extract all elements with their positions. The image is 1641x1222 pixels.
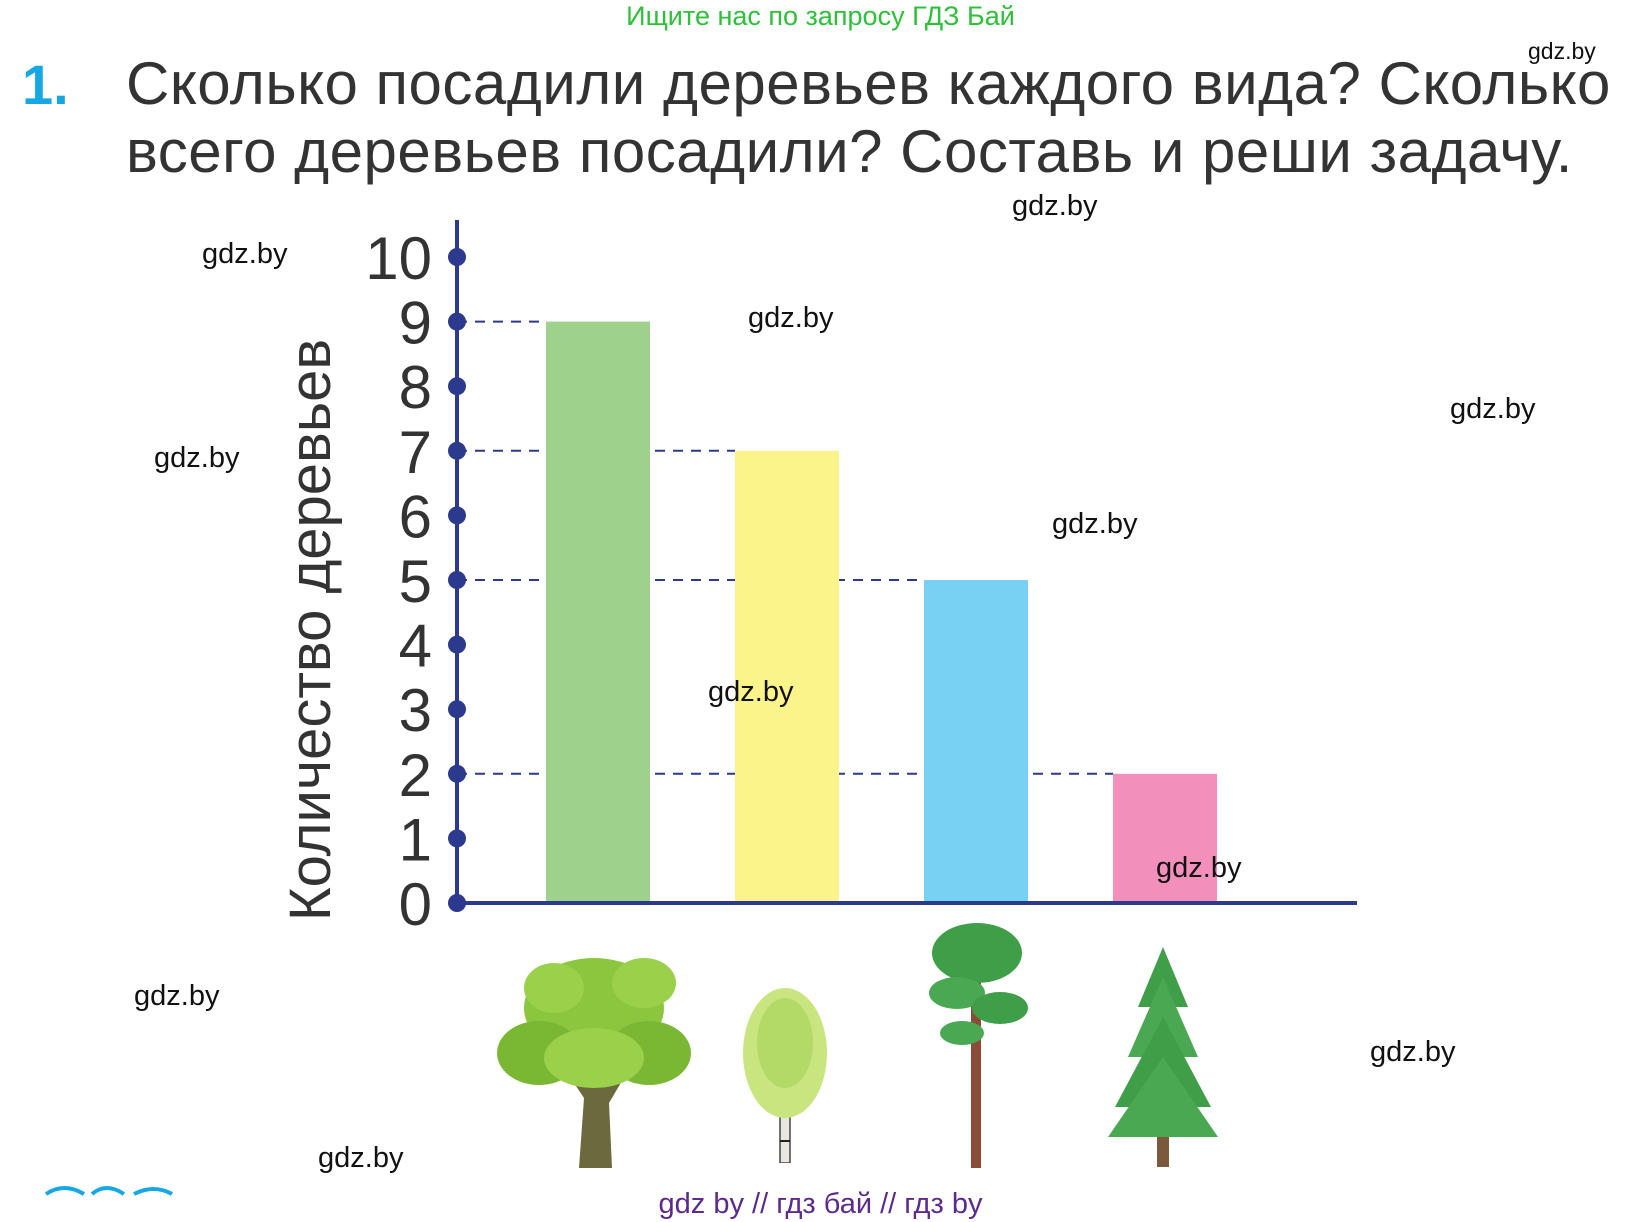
birch-tree-icon bbox=[743, 988, 827, 1163]
y-tick-dot bbox=[448, 764, 466, 783]
y-tick-dot bbox=[448, 312, 466, 331]
bars bbox=[546, 321, 1217, 904]
y-tick-dot bbox=[448, 894, 466, 912]
y-tick-dot bbox=[448, 377, 466, 396]
watermark: gdz.by bbox=[134, 980, 220, 1012]
oak-tree-icon bbox=[497, 958, 691, 1168]
footer-text: gdz by // гдз бай // гдз by bbox=[658, 1188, 983, 1220]
y-tick-label: 8 bbox=[399, 354, 432, 421]
watermark: gdz.by bbox=[1052, 508, 1138, 540]
watermark: gdz.by bbox=[708, 676, 794, 708]
bar-oak-tree bbox=[546, 321, 650, 904]
watermark: gdz.by bbox=[748, 302, 834, 334]
y-tick-dot bbox=[448, 441, 466, 460]
bar-birch-tree bbox=[735, 450, 839, 903]
y-tick-label: 4 bbox=[399, 613, 432, 680]
watermark: gdz.by bbox=[1528, 38, 1596, 64]
y-tick-label: 5 bbox=[399, 548, 432, 615]
y-axis-label: Количество деревьев bbox=[278, 339, 343, 921]
y-tick-dot bbox=[448, 248, 466, 266]
y-tick-dot bbox=[448, 635, 466, 654]
watermark: gdz.by bbox=[1156, 852, 1242, 884]
y-tick-label: 9 bbox=[399, 290, 432, 357]
watermark: gdz.by bbox=[318, 1142, 404, 1174]
task-text: Сколько посадили деревьев каждого вида? … bbox=[126, 50, 1611, 185]
watermark: gdz.by bbox=[1012, 190, 1098, 222]
spruce-tree-icon bbox=[1108, 947, 1218, 1167]
watermark: gdz.by bbox=[1450, 393, 1536, 425]
bar-spruce-tree bbox=[1113, 773, 1217, 903]
watermark: gdz.by bbox=[202, 238, 288, 270]
y-tick-dot bbox=[448, 829, 466, 848]
task-number: 1. bbox=[22, 53, 69, 116]
top-banner: Ищите нас по запросу ГДЗ Бай bbox=[626, 1, 1015, 31]
logo-fragment bbox=[44, 1186, 173, 1196]
watermark: gdz.by bbox=[154, 442, 240, 474]
bar-pine-tree bbox=[924, 580, 1028, 903]
y-tick-label: 0 bbox=[399, 871, 432, 938]
pine-tree-icon bbox=[929, 923, 1028, 1168]
y-tick-label: 10 bbox=[365, 225, 432, 292]
y-tick-label: 3 bbox=[399, 677, 432, 744]
watermark: gdz.by bbox=[1370, 1036, 1456, 1068]
y-tick-label: 2 bbox=[399, 742, 432, 809]
y-tick-dot bbox=[448, 700, 466, 719]
y-tick-label: 1 bbox=[399, 806, 432, 873]
y-tick-dot bbox=[448, 506, 466, 525]
y-tick-label: 6 bbox=[399, 483, 432, 550]
y-tick-label: 7 bbox=[399, 419, 432, 486]
y-tick-dot bbox=[448, 571, 466, 589]
